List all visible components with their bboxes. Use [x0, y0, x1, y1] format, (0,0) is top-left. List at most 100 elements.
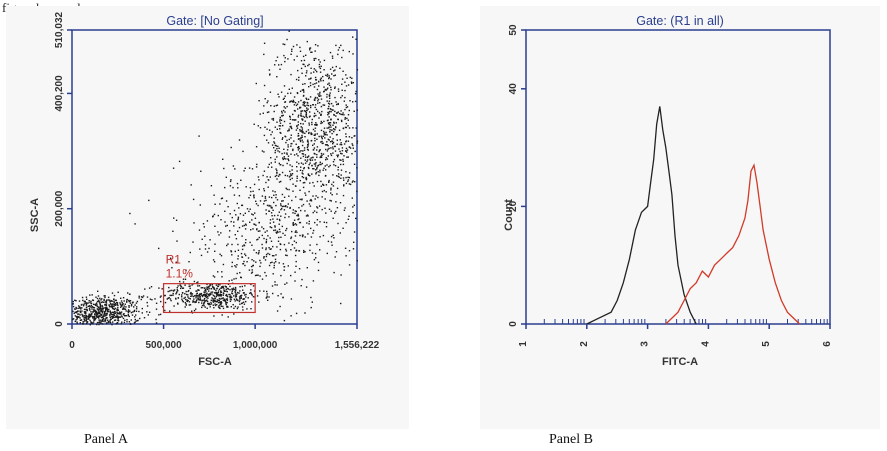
scatter-point — [96, 308, 98, 310]
scatter-point — [299, 90, 302, 92]
scatter-point — [224, 298, 226, 300]
scatter-point — [86, 308, 88, 311]
scatter-point — [316, 211, 318, 214]
scatter-point — [311, 301, 313, 303]
scatter-point — [232, 287, 235, 289]
scatter-point — [213, 315, 215, 317]
scatter-point — [331, 73, 333, 75]
scatter-point — [229, 230, 231, 232]
scatter-point — [239, 303, 241, 305]
scatter-point — [277, 214, 279, 217]
scatter-point — [221, 271, 223, 273]
scatter-point — [86, 302, 88, 305]
scatter-point — [291, 199, 293, 202]
scatter-point — [116, 303, 118, 306]
scatter-point — [308, 223, 310, 225]
scatter-point — [106, 299, 108, 301]
scatter-point — [269, 73, 271, 75]
scatter-point — [297, 69, 299, 72]
scatter-point — [213, 261, 216, 263]
scatter-point — [308, 203, 311, 205]
scatter-point — [314, 69, 317, 71]
scatter-point — [286, 153, 288, 155]
scatter-point — [344, 117, 346, 119]
scatter-point — [305, 115, 307, 117]
scatter-point — [314, 165, 317, 167]
scatter-point — [325, 226, 328, 228]
scatter-point — [323, 127, 326, 129]
scatter-point — [99, 306, 101, 308]
scatter-point — [178, 293, 180, 296]
scatter-point — [196, 295, 198, 297]
scatter-point — [289, 170, 291, 173]
scatter-point — [312, 232, 314, 234]
scatter-point — [295, 250, 297, 252]
scatter-point — [240, 252, 243, 255]
scatter-point — [289, 164, 291, 166]
scatter-point — [322, 142, 324, 144]
scatter-point — [91, 308, 93, 310]
scatter-point — [244, 242, 247, 244]
scatter-point — [252, 190, 254, 192]
scatter-point — [276, 121, 278, 123]
scatter-point — [326, 164, 328, 166]
scatter-point — [317, 93, 319, 95]
scatter-point — [307, 143, 310, 145]
scatter-point — [280, 208, 282, 211]
scatter-point — [126, 300, 128, 303]
scatter-point — [280, 91, 283, 93]
scatter-point — [340, 302, 342, 305]
scatter-point — [316, 97, 318, 99]
scatter-point — [250, 265, 253, 268]
scatter-point — [82, 305, 85, 307]
scatter-point — [348, 215, 350, 217]
scatter-point — [320, 65, 322, 67]
scatter-point — [283, 54, 285, 57]
scatter-point — [208, 247, 210, 250]
scatter-point — [301, 205, 303, 207]
scatter-point — [282, 164, 284, 167]
scatter-point — [346, 117, 348, 120]
scatter-point — [103, 299, 105, 302]
scatter-point — [353, 241, 355, 243]
scatter-point — [330, 108, 332, 111]
scatter-point — [293, 247, 296, 249]
scatter-point — [243, 303, 246, 305]
scatter-point — [225, 176, 227, 178]
scatter-point — [339, 202, 342, 204]
scatter-point — [214, 304, 217, 307]
scatter-point — [291, 48, 293, 50]
scatter-point — [327, 155, 329, 157]
scatter-point — [276, 230, 279, 232]
scatter-point — [270, 212, 273, 214]
scatter-point — [289, 116, 291, 118]
scatter-point — [230, 298, 232, 301]
scatter-point — [216, 292, 219, 294]
scatter-point — [292, 222, 294, 224]
scatter-point — [222, 263, 225, 266]
scatter-point — [301, 136, 303, 138]
scatter-point — [256, 295, 259, 297]
scatter-point — [268, 205, 270, 207]
scatter-point — [86, 321, 88, 323]
scatter-point — [113, 302, 115, 304]
scatter-point — [226, 299, 229, 301]
scatter-point — [220, 255, 223, 257]
scatter-point — [337, 53, 339, 56]
scatter-point — [263, 237, 265, 240]
scatter-point — [81, 296, 84, 299]
scatter-point — [320, 129, 323, 132]
scatter-point — [297, 215, 300, 217]
scatter-point — [302, 89, 305, 92]
scatter-point — [85, 317, 88, 319]
scatter-point — [198, 229, 201, 231]
scatter-point — [285, 141, 287, 144]
scatter-point — [305, 177, 307, 180]
scatter-point — [239, 272, 241, 274]
scatter-point — [195, 290, 197, 292]
scatter-point — [175, 292, 178, 294]
scatter-point — [130, 303, 133, 306]
scatter-point — [251, 294, 253, 296]
scatter-point — [291, 173, 294, 175]
